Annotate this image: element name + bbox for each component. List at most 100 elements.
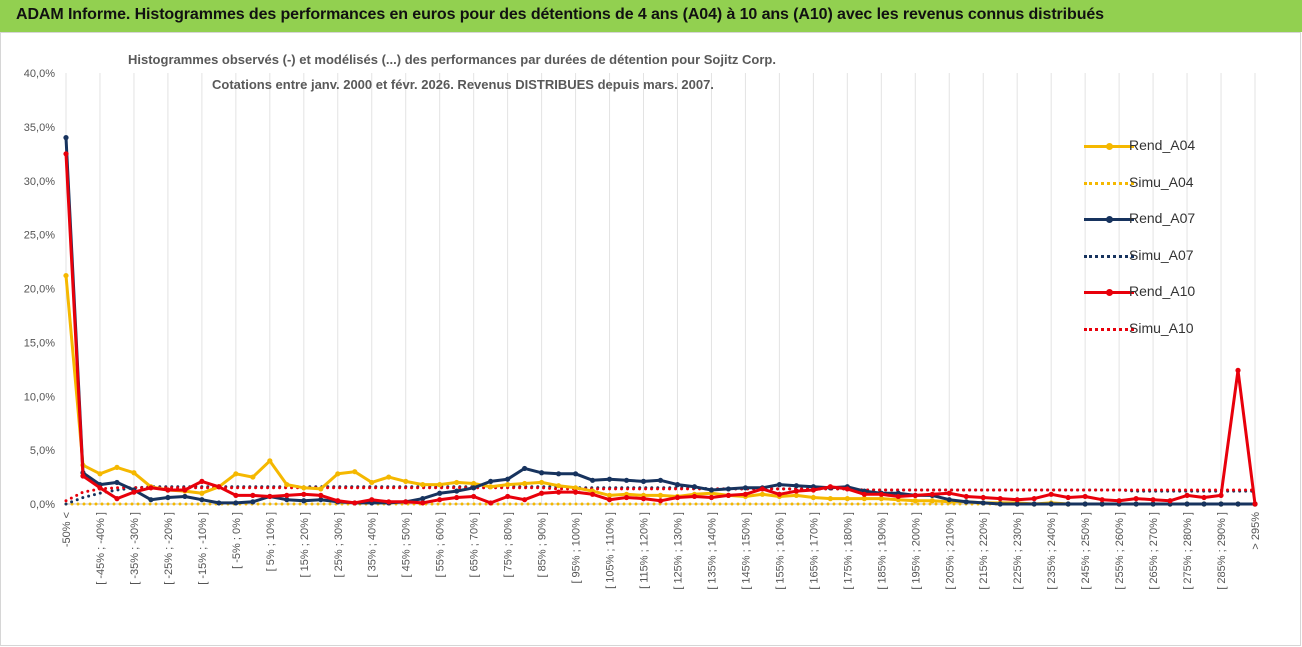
x-tick-label: [ 185% ; 190% ] [876, 512, 888, 590]
data-point-rend-a07 [793, 483, 799, 489]
data-point-rend-a10 [199, 478, 205, 484]
chart-subtitle: Cotations entre janv. 2000 et févr. 2026… [212, 77, 714, 92]
x-tick-label: [ 215% ; 220% ] [978, 512, 990, 590]
data-point-rend-a10 [606, 497, 613, 503]
data-point-rend-a10 [522, 497, 528, 503]
data-point-rend-a04 [63, 272, 69, 279]
data-point-rend-a07 [997, 501, 1003, 507]
legend-swatch [1084, 327, 1134, 331]
data-point-rend-a10 [810, 487, 816, 493]
data-point-rend-a04 [284, 482, 290, 488]
data-point-rend-a10 [640, 496, 647, 502]
data-point-rend-a07 [1133, 501, 1139, 507]
data-point-rend-a04 [369, 479, 375, 486]
data-point-rend-a10 [674, 494, 681, 501]
data-point-rend-a10 [454, 494, 460, 501]
x-tick-label: [ -35% ; -30% ] [129, 512, 141, 585]
data-point-rend-a04 [199, 490, 205, 496]
x-tick-label: [ 265% ; 270% ] [1148, 512, 1160, 590]
y-tick-label: 30,0% [24, 176, 55, 188]
data-point-rend-a07 [1235, 501, 1241, 507]
data-point-rend-a04 [403, 478, 409, 484]
data-point-rend-a10 [335, 498, 341, 504]
legend-item: Rend_A04 [1062, 133, 1258, 157]
x-tick-label: [ 195% ; 200% ] [910, 512, 922, 590]
data-point-rend-a10 [912, 492, 918, 498]
data-point-rend-a10 [1201, 494, 1207, 501]
legend-item: Simu_A10 [1062, 316, 1258, 340]
data-point-rend-a07 [250, 499, 256, 505]
x-tick-label: [ 115% ; 120% ] [639, 512, 651, 589]
data-point-rend-a10 [1235, 367, 1241, 373]
data-point-rend-a04 [233, 471, 239, 477]
data-point-rend-a10 [878, 491, 884, 497]
x-tick-label: [ -25% ; -20% ] [163, 512, 175, 585]
data-point-rend-a04 [606, 492, 613, 498]
data-point-rend-a10 [657, 498, 664, 504]
data-point-rend-a10 [1116, 498, 1122, 504]
legend-item: Rend_A10 [1062, 279, 1258, 303]
data-point-rend-a07 [182, 493, 188, 500]
legend-item: Simu_A04 [1062, 170, 1258, 194]
data-point-rend-a10 [555, 489, 562, 495]
data-point-rend-a07 [1031, 501, 1037, 507]
data-point-rend-a10 [929, 491, 935, 497]
data-point-rend-a07 [318, 497, 324, 503]
data-point-rend-a07 [640, 478, 647, 484]
data-point-rend-a07 [284, 497, 290, 503]
data-point-rend-a10 [1252, 501, 1258, 507]
data-point-rend-a07 [946, 497, 952, 503]
x-tick-label: > 295% [1250, 512, 1262, 550]
data-point-rend-a10 [403, 499, 409, 505]
data-point-rend-a04 [437, 482, 443, 488]
data-point-rend-a04 [878, 496, 884, 502]
x-tick-label: [ 245% ; 250% ] [1080, 512, 1092, 590]
data-point-rend-a07 [148, 497, 154, 503]
data-point-rend-a04 [250, 474, 256, 480]
data-point-rend-a10 [1218, 492, 1224, 498]
data-point-rend-a10 [827, 484, 833, 490]
data-point-rend-a04 [301, 485, 307, 491]
data-point-rend-a07 [454, 488, 460, 494]
data-point-rend-a10 [708, 494, 715, 501]
data-point-rend-a10 [1031, 496, 1037, 502]
data-point-rend-a04 [488, 484, 494, 490]
data-point-rend-a07 [589, 477, 596, 483]
report-title: ADAM Informe. Histogrammes des performan… [16, 6, 1104, 23]
x-tick-label: [ -45% ; -40% ] [95, 512, 107, 585]
data-point-rend-a04 [335, 471, 341, 477]
x-tick-label: [ 125% ; 130% ] [672, 512, 684, 590]
data-point-rend-a07 [708, 487, 715, 493]
data-point-rend-a07 [1184, 501, 1190, 507]
data-point-rend-a07 [114, 479, 120, 486]
x-tick-label: [ 105% ; 110% ] [605, 512, 617, 589]
x-tick-label: [ 235% ; 240% ] [1046, 512, 1058, 590]
data-point-rend-a10 [1065, 494, 1071, 501]
legend-swatch [1084, 181, 1134, 185]
legend-swatch [1084, 216, 1134, 223]
x-tick-label: [ 225% ; 230% ] [1012, 512, 1024, 590]
data-point-rend-a10 [844, 486, 850, 492]
data-point-rend-a10 [861, 491, 867, 497]
data-point-rend-a10 [182, 487, 188, 493]
data-point-rend-a04 [267, 458, 273, 464]
data-point-rend-a07 [725, 486, 732, 492]
y-tick-label: 15,0% [24, 337, 55, 349]
data-point-rend-a10 [352, 500, 358, 506]
data-point-rend-a07 [776, 482, 783, 488]
data-point-rend-a07 [674, 482, 681, 488]
data-point-rend-a10 [572, 489, 579, 495]
x-tick-label: [ 145% ; 150% ] [740, 512, 752, 590]
data-point-rend-a07 [165, 494, 171, 501]
data-point-rend-a10 [148, 485, 154, 491]
data-point-rend-a07 [420, 496, 426, 502]
data-point-rend-a10 [1167, 498, 1173, 504]
data-point-rend-a10 [80, 473, 86, 479]
x-tick-label: [ 135% ; 140% ] [706, 512, 718, 590]
data-point-rend-a04 [114, 464, 120, 470]
data-point-rend-a10 [1099, 497, 1105, 503]
data-point-rend-a10 [1150, 497, 1156, 503]
data-point-rend-a10 [895, 493, 901, 500]
data-point-rend-a10 [114, 496, 120, 502]
data-point-rend-a10 [488, 500, 494, 506]
